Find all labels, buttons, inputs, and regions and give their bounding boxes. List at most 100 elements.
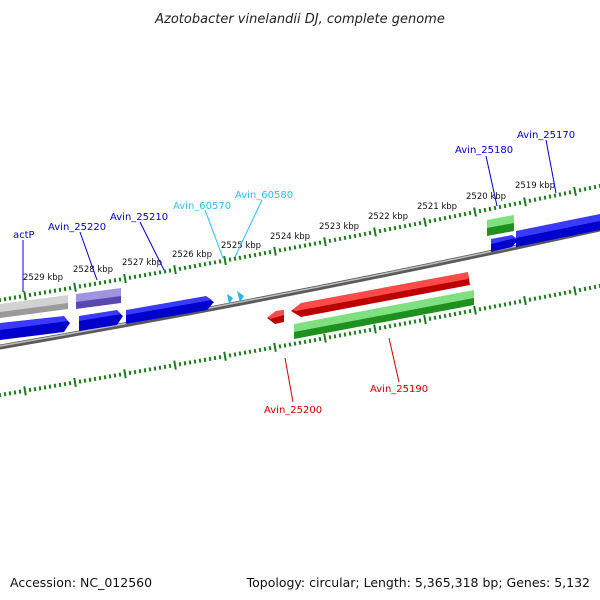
minor-tick: [313, 337, 317, 343]
minor-tick: [553, 193, 557, 198]
minor-tick: [353, 330, 357, 335]
minor-tick: [303, 243, 307, 248]
gene-label-avin-25200[interactable]: Avin_25200: [264, 405, 322, 416]
gene-blue-inner-4[interactable]: [491, 235, 518, 252]
gene-cyan-2[interactable]: [237, 291, 244, 302]
leader-avin-60570: [204, 209, 224, 259]
minor-tick: [183, 265, 187, 271]
minor-tick: [588, 185, 592, 191]
major-tick: [23, 291, 27, 301]
gene-green-large[interactable]: [294, 290, 474, 339]
gene-red-large[interactable]: [291, 272, 470, 317]
gene-purple-outer[interactable]: [76, 288, 121, 309]
minor-tick: [38, 291, 42, 296]
gene-cyan-1[interactable]: [227, 294, 233, 304]
major-tick: [223, 255, 227, 266]
gene-label-avin-60570[interactable]: Avin_60570: [173, 201, 231, 212]
minor-tick: [483, 306, 487, 311]
minor-tick: [138, 273, 142, 279]
major-tick: [273, 246, 277, 256]
minor-tick: [318, 240, 322, 245]
minor-tick: [288, 246, 292, 251]
minor-tick: [88, 377, 92, 382]
minor-tick: [278, 248, 282, 253]
gene-label-avin-25170[interactable]: Avin_25170: [517, 130, 575, 141]
label-leaders: [22, 139, 557, 403]
minor-tick: [438, 314, 442, 320]
minor-tick: [333, 237, 337, 242]
gene-label-avin-25190[interactable]: Avin_25190: [370, 384, 428, 395]
minor-tick: [558, 291, 562, 297]
minor-tick: [448, 214, 452, 220]
minor-tick: [183, 361, 187, 366]
map-title: Azotobacter vinelandii DJ, complete geno…: [154, 12, 445, 27]
minor-tick: [403, 321, 407, 326]
major-tick: [173, 265, 177, 275]
major-tick: [573, 186, 577, 196]
minor-tick: [508, 202, 512, 208]
minor-tick: [543, 195, 547, 200]
gene-label-avin-25220[interactable]: Avin_25220: [48, 222, 106, 233]
gene-label-avin-60580[interactable]: Avin_60580: [235, 190, 293, 201]
minor-tick: [253, 348, 257, 354]
minor-tick: [438, 216, 442, 222]
minor-tick: [258, 347, 262, 353]
minor-tick: [168, 363, 172, 369]
minor-tick: [3, 297, 7, 302]
minor-tick: [303, 339, 307, 345]
leader-avin-25170: [545, 139, 557, 194]
gene-green-outer[interactable]: [487, 215, 514, 236]
minor-tick: [133, 369, 137, 375]
minor-tick: [118, 372, 122, 377]
gene-red-small[interactable]: [267, 310, 284, 324]
minor-tick: [103, 279, 107, 285]
tick-label: 2523 kbp: [319, 222, 359, 232]
minor-tick: [533, 296, 537, 301]
tick-label: 2525 kbp: [221, 241, 261, 251]
minor-tick: [413, 221, 417, 227]
accession-text: Accession: NC_012560: [10, 575, 152, 590]
gene-blue-inner-5[interactable]: [516, 214, 600, 247]
minor-tick: [508, 301, 512, 306]
minor-tick: [298, 340, 302, 345]
minor-tick: [93, 281, 97, 286]
gene-blue-inner-1[interactable]: [0, 316, 70, 340]
minor-tick: [18, 389, 22, 394]
outer-genes: [0, 215, 514, 318]
inner-tick-ruler: [0, 283, 600, 398]
major-tick: [323, 333, 327, 343]
minor-tick: [548, 293, 552, 298]
major-tick: [573, 286, 577, 296]
minor-tick: [428, 218, 432, 224]
minor-tick: [78, 284, 82, 289]
tick-label: 2521 kbp: [417, 202, 457, 212]
minor-tick: [453, 213, 457, 219]
minor-tick: [478, 307, 482, 312]
minor-tick: [243, 254, 247, 260]
minor-tick: [468, 210, 472, 216]
minor-tick: [33, 291, 37, 297]
minor-tick: [178, 362, 182, 367]
minor-tick: [233, 352, 237, 357]
minor-tick: [403, 223, 407, 229]
gene-blue-inner-2[interactable]: [79, 310, 123, 331]
minor-tick: [28, 387, 32, 393]
minor-tick: [83, 378, 87, 383]
minor-tick: [128, 275, 132, 280]
minor-tick: [148, 271, 152, 277]
minor-tick: [408, 222, 412, 228]
minor-tick: [348, 331, 352, 336]
gene-gray-outer[interactable]: [0, 295, 68, 318]
minor-tick: [233, 256, 237, 261]
minor-tick: [418, 318, 422, 323]
tick-label: 2522 kbp: [368, 212, 408, 222]
minor-tick: [163, 364, 167, 369]
major-tick: [423, 315, 427, 325]
minor-tick: [488, 206, 492, 212]
minor-tick: [158, 270, 162, 275]
gene-label-actP[interactable]: actP: [13, 230, 35, 241]
tick-label: 2519 kbp: [515, 181, 555, 191]
gene-label-avin-25210[interactable]: Avin_25210: [110, 212, 168, 223]
gene-blue-inner-3[interactable]: [126, 296, 214, 324]
gene-label-avin-25180[interactable]: Avin_25180: [455, 145, 513, 156]
